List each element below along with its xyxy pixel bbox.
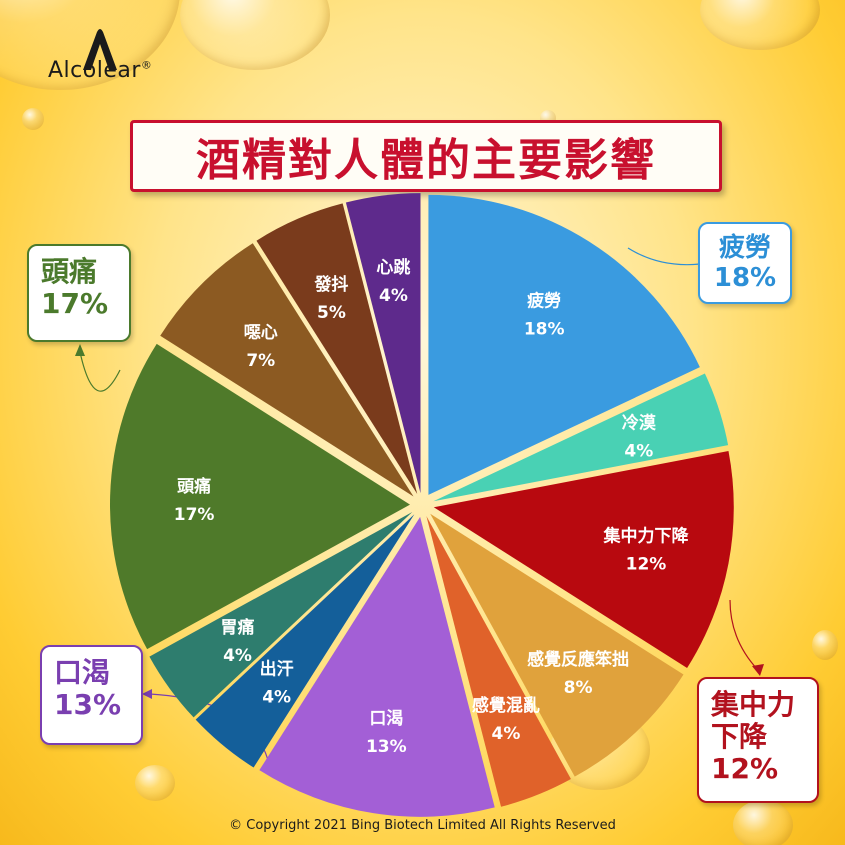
- connector-focus: [729, 599, 759, 671]
- slice-value-5: 13%: [366, 737, 407, 757]
- pie-slice-8: [110, 343, 411, 650]
- callout-thirst-label: 口渴: [54, 656, 111, 689]
- slice-value-0: 18%: [524, 319, 565, 339]
- callout-fatigue: 疲勞 18%: [698, 222, 792, 304]
- droplet-decoration: [733, 800, 793, 845]
- pie-slice-5: [259, 516, 495, 817]
- pie-slice-11: [345, 193, 421, 494]
- slice-label-0: 疲勞: [527, 290, 561, 311]
- arrow-headache-icon: [75, 344, 85, 356]
- slice-label-11: 心跳: [376, 257, 410, 278]
- droplet-decoration: [135, 765, 175, 801]
- pie-slice-labels: 疲勞 18% 冷漠 4% 集中力下降 12% 感覺反應笨拙 8% 感覺混亂 4% 口渴 13% 出汗 4%…: [174, 257, 690, 757]
- callout-focus-label-2: 下降: [711, 720, 768, 754]
- slice-label-9: 噁心: [244, 323, 278, 343]
- pie-slices: [110, 193, 734, 817]
- slice-value-8: 17%: [174, 505, 215, 525]
- pie-slice-1: [433, 373, 729, 502]
- slice-label-1: 冷漠: [622, 413, 657, 434]
- pie-slice-3: [430, 513, 684, 777]
- connector-fatigue: [627, 247, 701, 266]
- brand-name: Alcolear®: [48, 58, 152, 83]
- callout-fatigue-label: 疲勞: [718, 233, 771, 263]
- registered-mark: ®: [140, 58, 153, 72]
- slice-label-3: 感覺反應笨拙: [527, 649, 629, 670]
- brand-name-text: Alcolear: [48, 58, 141, 83]
- connector-headache: [79, 351, 121, 392]
- slice-value-3: 8%: [564, 678, 593, 698]
- pie-slice-9: [160, 243, 414, 497]
- callout-thirst-value: 13%: [54, 688, 122, 722]
- slice-value-10: 5%: [317, 303, 346, 323]
- callout-headache-label: 頭痛: [41, 255, 98, 288]
- pie-slice-10: [256, 203, 418, 494]
- slice-value-11: 4%: [379, 286, 408, 306]
- droplet-decoration: [812, 630, 838, 660]
- slice-value-7: 4%: [223, 646, 252, 666]
- page-title: 酒精對人體的主要影響: [196, 135, 656, 186]
- callout-headache-value: 17%: [41, 287, 109, 321]
- pie-slice-7: [149, 512, 413, 718]
- slice-value-4: 4%: [491, 724, 520, 744]
- callout-focus-label-1: 集中力: [711, 688, 796, 721]
- copyright-notice: © Copyright 2021 Bing Biotech Limited Al…: [229, 818, 616, 833]
- arrow-thirst-icon: [142, 689, 152, 699]
- slice-value-1: 4%: [624, 442, 653, 462]
- pie-slice-2: [433, 451, 734, 668]
- callout-thirst: 口渴 13%: [40, 645, 143, 745]
- slice-label-4: 感覺混亂: [472, 695, 540, 716]
- slice-label-10: 發抖: [313, 274, 348, 295]
- arrow-focus-icon: [752, 664, 764, 676]
- slice-value-9: 7%: [246, 351, 275, 371]
- alcolear-logo-icon: [83, 29, 117, 70]
- callout-focus-value: 12%: [711, 752, 779, 786]
- callout-fatigue-value: 18%: [713, 262, 777, 293]
- slice-label-7: 胃痛: [221, 617, 255, 638]
- slice-label-2: 集中力下降: [602, 526, 689, 547]
- callout-headache: 頭痛 17%: [27, 244, 131, 342]
- pie-slice-4: [426, 516, 571, 807]
- slice-value-6: 4%: [262, 688, 291, 708]
- slice-value-2: 12%: [626, 555, 667, 575]
- pie-slice-0: [428, 194, 700, 495]
- droplet-decoration: [22, 108, 44, 130]
- slice-label-6: 出汗: [260, 659, 294, 680]
- pie-slice-6: [195, 514, 415, 768]
- slice-label-5: 口渴: [369, 709, 403, 729]
- title-banner: 酒精對人體的主要影響: [130, 120, 722, 192]
- callout-focus: 集中力 下降 12%: [697, 677, 819, 803]
- slice-label-8: 頭痛: [177, 476, 211, 497]
